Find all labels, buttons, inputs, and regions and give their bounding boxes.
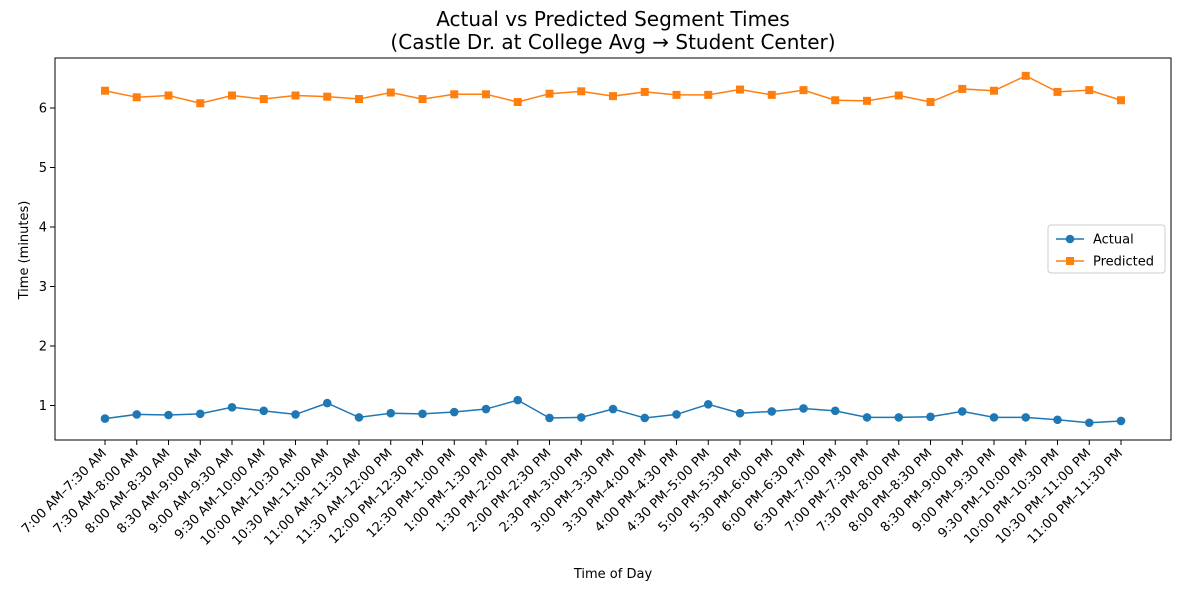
legend-marker-predicted xyxy=(1066,257,1074,265)
data-point-actual xyxy=(608,404,618,414)
data-point-predicted xyxy=(926,98,935,107)
data-point-actual xyxy=(926,412,935,422)
chart-title: Actual vs Predicted Segment Times xyxy=(436,7,790,31)
data-point-actual xyxy=(481,404,491,414)
data-point-predicted xyxy=(736,85,744,94)
data-point-actual xyxy=(703,399,713,409)
data-point-predicted xyxy=(196,99,205,108)
data-point-actual xyxy=(1053,415,1062,425)
data-point-actual xyxy=(1084,418,1094,428)
data-point-actual xyxy=(1021,413,1031,422)
data-point-predicted xyxy=(640,87,649,96)
data-point-predicted xyxy=(1117,96,1125,105)
data-point-predicted xyxy=(228,91,236,100)
legend-label-actual: Actual xyxy=(1093,233,1134,248)
data-point-actual xyxy=(132,410,142,419)
chart-subtitle: (Castle Dr. at College Avg → Student Cen… xyxy=(390,30,835,54)
data-point-predicted xyxy=(831,96,840,105)
data-point-predicted xyxy=(1085,86,1094,95)
y-axis-label: Time (minutes) xyxy=(17,201,32,301)
data-point-actual xyxy=(799,404,808,413)
data-point-predicted xyxy=(355,95,363,104)
y-tick-label: 6 xyxy=(39,101,47,116)
data-point-predicted xyxy=(450,90,459,99)
data-point-predicted xyxy=(1021,71,1030,80)
data-point-predicted xyxy=(513,98,522,107)
y-tick-label: 5 xyxy=(39,161,47,176)
plot-frame xyxy=(54,57,1172,441)
data-point-predicted xyxy=(259,95,268,104)
data-point-predicted xyxy=(101,86,109,95)
data-point-predicted xyxy=(386,88,395,97)
y-tick-label: 1 xyxy=(39,399,47,414)
data-point-predicted xyxy=(863,96,871,105)
data-point-actual xyxy=(894,413,904,422)
data-point-predicted xyxy=(894,91,903,100)
data-point-actual xyxy=(195,409,205,419)
data-point-actual xyxy=(449,407,459,417)
data-point-predicted xyxy=(164,91,173,100)
data-point-predicted xyxy=(132,93,141,102)
data-point-predicted xyxy=(418,95,427,104)
data-point-predicted xyxy=(990,86,998,95)
data-point-predicted xyxy=(291,91,300,100)
data-point-actual xyxy=(1116,416,1126,426)
data-point-actual xyxy=(957,407,967,416)
data-point-actual xyxy=(672,410,681,419)
y-tick-label: 4 xyxy=(39,220,47,235)
data-point-actual xyxy=(322,398,332,408)
y-tick-label: 2 xyxy=(39,339,47,354)
data-point-predicted xyxy=(482,90,490,99)
data-point-predicted xyxy=(577,87,586,96)
data-point-actual xyxy=(545,413,554,423)
legend-marker-actual xyxy=(1065,234,1075,244)
data-point-actual xyxy=(100,414,110,423)
data-point-actual xyxy=(227,402,237,412)
data-point-predicted xyxy=(958,84,967,93)
legend-label-predicted: Predicted xyxy=(1093,255,1154,270)
data-point-actual xyxy=(291,410,300,419)
data-point-predicted xyxy=(609,92,617,101)
data-point-predicted xyxy=(1053,87,1062,96)
data-point-actual xyxy=(164,410,173,420)
data-point-predicted xyxy=(545,89,554,98)
data-point-actual xyxy=(767,407,777,416)
data-point-actual xyxy=(354,413,364,422)
data-point-predicted xyxy=(323,92,332,101)
data-point-actual xyxy=(830,406,840,416)
data-point-actual xyxy=(418,409,427,419)
data-point-actual xyxy=(640,413,650,423)
data-point-predicted xyxy=(799,86,808,95)
data-point-predicted xyxy=(672,90,681,99)
legend: Actual Predicted xyxy=(1047,224,1166,274)
data-point-actual xyxy=(989,413,999,422)
data-point-predicted xyxy=(704,90,713,99)
data-point-actual xyxy=(862,413,872,422)
x-axis-label: Time of Day xyxy=(573,567,653,582)
data-point-actual xyxy=(513,395,523,405)
data-point-predicted xyxy=(767,90,776,99)
data-point-actual xyxy=(259,406,269,416)
data-point-actual xyxy=(386,408,396,418)
data-point-actual xyxy=(576,413,586,422)
data-point-actual xyxy=(735,408,745,418)
y-tick-label: 3 xyxy=(39,280,47,295)
